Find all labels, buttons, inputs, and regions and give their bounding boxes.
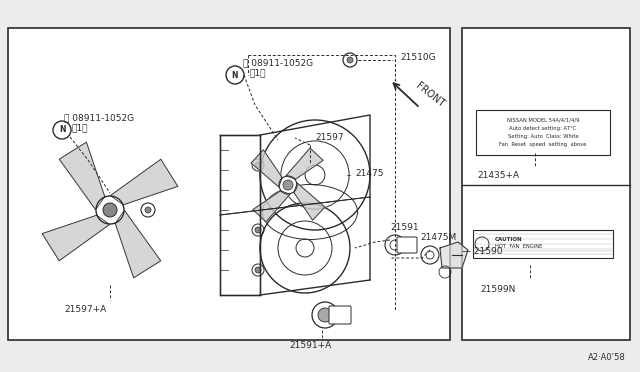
Text: NISSAN MODEL 54A/4/1/4/9: NISSAN MODEL 54A/4/1/4/9	[507, 118, 579, 123]
Circle shape	[312, 302, 338, 328]
Text: Setting: Auto  Class: White: Setting: Auto Class: White	[508, 134, 579, 139]
Polygon shape	[286, 148, 323, 179]
Text: — 21590: — 21590	[462, 247, 502, 257]
Polygon shape	[251, 150, 282, 187]
Polygon shape	[294, 183, 325, 220]
Text: （1）: （1）	[71, 124, 88, 132]
Text: A2·A0’58: A2·A0’58	[588, 353, 626, 362]
Polygon shape	[42, 215, 109, 261]
Circle shape	[145, 207, 151, 213]
Polygon shape	[60, 142, 105, 210]
Text: 21597: 21597	[315, 134, 344, 142]
Text: 21510G: 21510G	[400, 54, 436, 62]
Circle shape	[283, 180, 293, 190]
Text: Auto detect setting: AT°C: Auto detect setting: AT°C	[509, 126, 577, 131]
FancyBboxPatch shape	[397, 237, 417, 253]
Circle shape	[318, 308, 332, 322]
Circle shape	[279, 176, 297, 194]
Circle shape	[226, 66, 244, 84]
Circle shape	[96, 196, 124, 224]
Circle shape	[347, 57, 353, 63]
Polygon shape	[110, 159, 178, 205]
Text: ⓝ 08911-1052G: ⓝ 08911-1052G	[243, 58, 313, 67]
Circle shape	[255, 227, 261, 233]
Polygon shape	[440, 242, 468, 268]
Bar	[476, 110, 610, 155]
Text: N: N	[59, 125, 65, 135]
Bar	[462, 28, 630, 340]
Circle shape	[343, 53, 357, 67]
Text: 21475: 21475	[355, 169, 383, 177]
Circle shape	[255, 162, 261, 168]
Bar	[8, 28, 450, 340]
Text: FRONT: FRONT	[414, 81, 447, 109]
Polygon shape	[253, 191, 290, 222]
Text: ⓝ 08911-1052G: ⓝ 08911-1052G	[64, 113, 134, 122]
Text: N: N	[232, 71, 238, 80]
FancyBboxPatch shape	[329, 306, 351, 324]
Polygon shape	[115, 210, 161, 278]
Text: 21591+A: 21591+A	[289, 340, 331, 350]
Text: 21597+A: 21597+A	[64, 305, 106, 314]
Text: CAUTION: CAUTION	[495, 237, 523, 242]
Text: HOT  FAN  ENGINE: HOT FAN ENGINE	[495, 244, 542, 249]
Text: （1）: （1）	[250, 68, 266, 77]
Bar	[473, 230, 613, 258]
Text: 21599N: 21599N	[480, 285, 516, 295]
Text: 21435+A: 21435+A	[477, 170, 519, 180]
Circle shape	[421, 246, 439, 264]
Circle shape	[385, 235, 405, 255]
Circle shape	[103, 203, 117, 217]
Text: Fan  Reset  speed  setting  above: Fan Reset speed setting above	[499, 142, 587, 147]
Circle shape	[255, 267, 261, 273]
Text: 21591: 21591	[390, 224, 419, 232]
Text: 21475M: 21475M	[420, 234, 456, 243]
Circle shape	[53, 121, 71, 139]
